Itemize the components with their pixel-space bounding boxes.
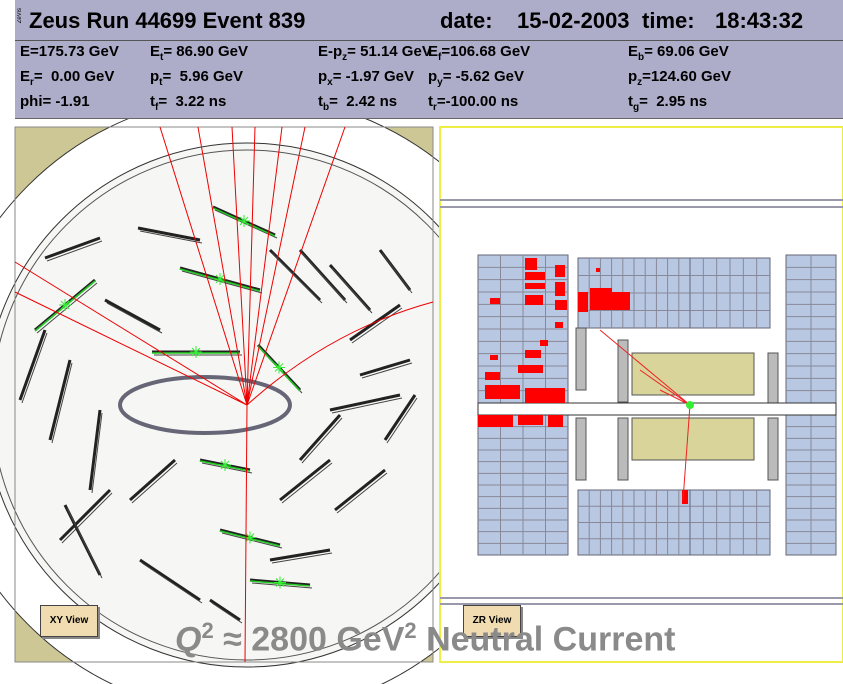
info-cell: Ef=106.68 GeV bbox=[428, 43, 530, 63]
time: 18:43:32 bbox=[715, 8, 803, 34]
info-text: =-100.00 ns bbox=[437, 93, 518, 110]
info-text: = 51.14 GeV bbox=[347, 43, 432, 60]
caption: Q2 ≈ 2800 GeV2 Neutral Current bbox=[175, 618, 675, 659]
info-cell: tg= 2.95 ns bbox=[628, 93, 707, 113]
title-bar: ZeVis Zeus Run 44699 Event 839 date: 15-… bbox=[15, 0, 843, 41]
date-label: date: bbox=[440, 8, 493, 34]
info-text: p bbox=[428, 68, 437, 85]
info-row: E=175.73 GeV Et= 86.90 GeV E-pz= 51.14 GeV… bbox=[15, 40, 843, 65]
energy-deposit bbox=[578, 292, 588, 312]
info-text: = 2.95 ns bbox=[639, 93, 707, 110]
info-text: E bbox=[428, 43, 438, 60]
energy-deposit bbox=[540, 340, 548, 346]
energy-deposit bbox=[525, 283, 545, 289]
energy-deposit bbox=[490, 298, 500, 304]
energy-deposit bbox=[485, 372, 500, 380]
info-text: = 3.22 ns bbox=[158, 93, 226, 110]
info-cell: E=175.73 GeV bbox=[20, 43, 119, 60]
info-text: = 69.06 GeV bbox=[644, 43, 729, 60]
energy-deposit bbox=[590, 288, 612, 310]
energy-deposit bbox=[555, 265, 565, 277]
info-cell: pz=124.60 GeV bbox=[628, 68, 731, 88]
energy-deposit bbox=[525, 388, 565, 403]
info-cell: tf= 3.22 ns bbox=[150, 93, 226, 113]
info-text: E bbox=[150, 43, 160, 60]
info-text: = 2.42 ns bbox=[329, 93, 397, 110]
info-cell: phi= -1.91 bbox=[20, 93, 90, 110]
magnet bbox=[632, 418, 754, 460]
info-text: =124.60 GeV bbox=[642, 68, 731, 85]
info-text: p bbox=[318, 68, 327, 85]
energy-deposit bbox=[525, 272, 545, 280]
energy-deposit bbox=[596, 268, 600, 272]
info-cell: E-pz= 51.14 GeV bbox=[318, 43, 432, 63]
energy-deposit bbox=[555, 282, 565, 296]
energy-deposit bbox=[525, 258, 537, 270]
logo: ZeVis bbox=[17, 8, 23, 23]
info-text: = -5.62 GeV bbox=[443, 68, 524, 85]
info-text: = 86.90 GeV bbox=[163, 43, 248, 60]
info-text: = -1.97 GeV bbox=[333, 68, 414, 85]
energy-deposit bbox=[485, 385, 520, 399]
time-label: time: bbox=[642, 8, 695, 34]
magnet bbox=[632, 353, 754, 395]
info-row: Er= 0.00 GeV pt= 5.96 GeV px= -1.97 GeV py=… bbox=[15, 65, 843, 90]
superscript: 2 bbox=[201, 618, 213, 643]
info-text: E bbox=[20, 68, 30, 85]
info-text: E bbox=[628, 43, 638, 60]
energy-deposit bbox=[525, 350, 541, 358]
info-text: = 5.96 GeV bbox=[163, 68, 243, 85]
energy-deposit bbox=[490, 355, 498, 360]
plate bbox=[768, 418, 778, 480]
date: 15-02-2003 bbox=[517, 8, 630, 34]
superscript: 2 bbox=[404, 618, 416, 643]
info-cell: Et= 86.90 GeV bbox=[150, 43, 248, 63]
info-text: p bbox=[628, 68, 637, 85]
info-text: phi= -1.91 bbox=[20, 93, 90, 110]
info-cell: Eb= 69.06 GeV bbox=[628, 43, 729, 63]
header: ZeVis Zeus Run 44699 Event 839 date: 15-… bbox=[15, 0, 843, 119]
energy-deposit bbox=[548, 415, 563, 427]
page: ZeVis Zeus Run 44699 Event 839 date: 15-… bbox=[0, 0, 843, 684]
energy-deposit bbox=[518, 415, 543, 425]
info-cell: py= -5.62 GeV bbox=[428, 68, 524, 88]
info-cell: px= -1.97 GeV bbox=[318, 68, 414, 88]
info-row: phi= -1.91 tf= 3.22 ns tb= 2.42 ns tr=-100.… bbox=[15, 90, 843, 115]
energy-deposit bbox=[555, 300, 567, 310]
caption-text: ≈ 2800 GeV bbox=[214, 620, 405, 658]
caption-italic: Q bbox=[175, 620, 201, 658]
info-cell: Er= 0.00 GeV bbox=[20, 68, 114, 88]
plate bbox=[618, 418, 628, 480]
info-text: =106.68 GeV bbox=[441, 43, 530, 60]
energy-deposit bbox=[518, 365, 543, 373]
vertex bbox=[686, 401, 694, 409]
info-cell: tr=-100.00 ns bbox=[428, 93, 518, 113]
plate bbox=[576, 418, 586, 480]
energy-deposit bbox=[610, 292, 630, 310]
energy-deposit bbox=[555, 322, 563, 328]
info-cell: pt= 5.96 GeV bbox=[150, 68, 243, 88]
energy-deposit bbox=[525, 295, 543, 305]
info-text: = 0.00 GeV bbox=[34, 68, 114, 85]
plate bbox=[576, 328, 586, 390]
info-text: E=175.73 GeV bbox=[20, 43, 119, 60]
info-cell: tb= 2.42 ns bbox=[318, 93, 397, 113]
info-text: E-p bbox=[318, 43, 342, 60]
beam-pipe bbox=[478, 403, 836, 415]
energy-deposit bbox=[478, 415, 513, 427]
info-text: p bbox=[150, 68, 159, 85]
caption-text: Neutral Current bbox=[417, 620, 676, 658]
run-title: Zeus Run 44699 Event 839 bbox=[29, 8, 305, 34]
view-label: XY View bbox=[40, 605, 98, 637]
